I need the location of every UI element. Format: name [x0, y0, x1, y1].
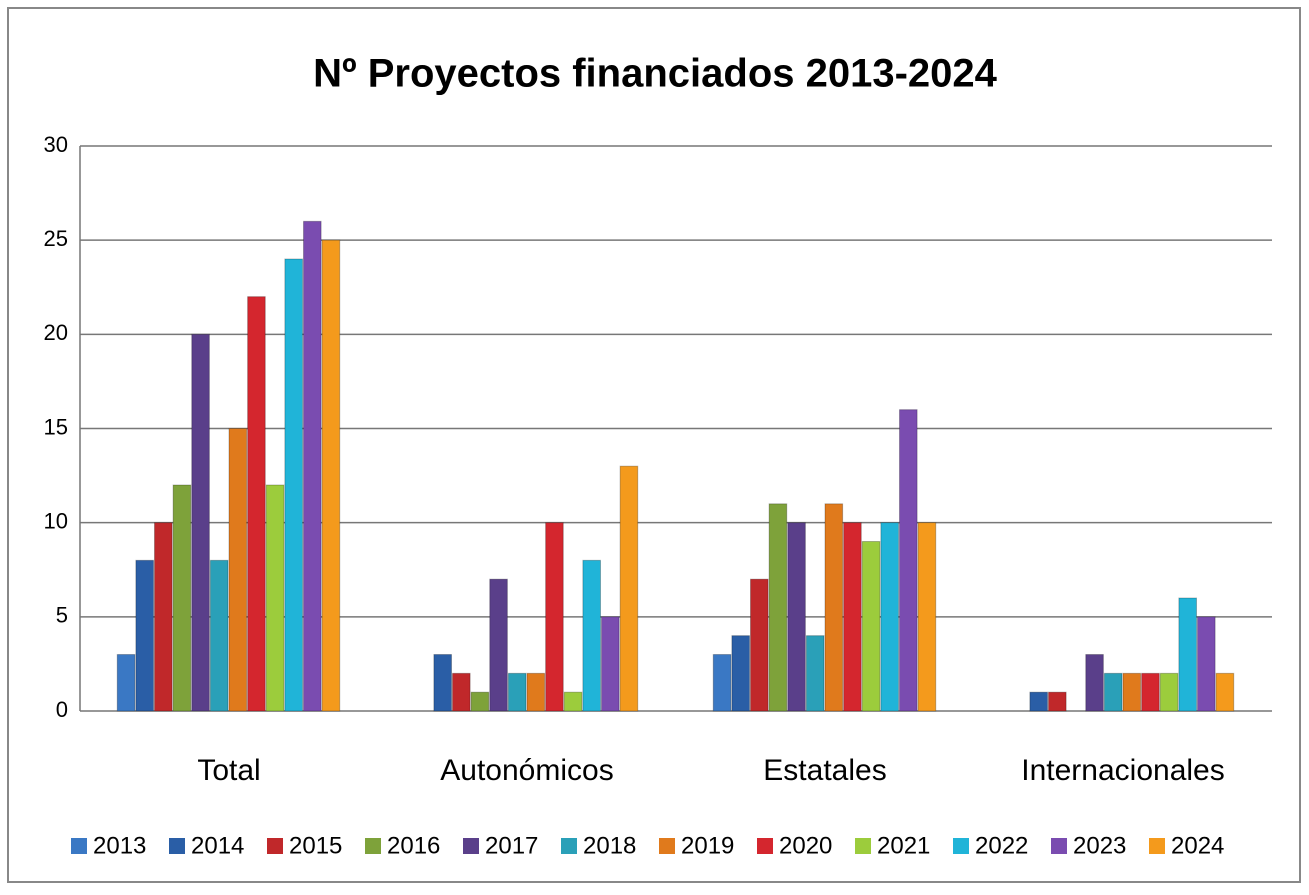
legend-label: 2020	[779, 832, 832, 859]
legend-swatch	[1051, 838, 1067, 854]
bar	[303, 220, 322, 712]
bar	[135, 559, 154, 712]
legend-label: 2014	[191, 832, 244, 859]
bar	[247, 296, 266, 712]
bar	[731, 635, 750, 712]
legend-label: 2024	[1171, 832, 1224, 859]
bar	[545, 522, 564, 712]
bar	[1178, 597, 1197, 712]
bar	[582, 559, 601, 712]
bar	[750, 578, 769, 712]
bar	[452, 672, 471, 712]
legend-label: 2019	[681, 832, 734, 859]
chart-border	[7, 7, 1301, 883]
y-tick-label: 25	[44, 226, 68, 251]
bar	[787, 522, 806, 712]
legend-label: 2016	[387, 832, 440, 859]
bar	[265, 484, 285, 712]
legend-swatch	[855, 838, 871, 854]
bar	[1048, 691, 1067, 712]
x-tick-label: Estatales	[763, 754, 886, 787]
legend-label: 2015	[289, 832, 342, 859]
bar	[917, 522, 937, 712]
chart-title: Nº Proyectos financiados 2013-2024	[313, 52, 998, 96]
legend-swatch	[561, 838, 577, 854]
bar	[1103, 672, 1123, 712]
legend-label: 2023	[1073, 832, 1126, 859]
bar	[1029, 691, 1048, 712]
bar	[880, 522, 899, 712]
legend-swatch	[659, 838, 675, 854]
bar	[172, 484, 192, 712]
legend-swatch	[953, 838, 969, 854]
bar	[191, 333, 210, 712]
legend-swatch	[267, 838, 283, 854]
legend-label: 2018	[583, 832, 636, 859]
bar	[1197, 616, 1216, 712]
bar	[116, 654, 136, 712]
y-tick-label: 0	[56, 697, 68, 722]
y-tick-label: 15	[44, 414, 68, 439]
legend-label: 2017	[485, 832, 538, 859]
bar	[1122, 672, 1142, 712]
legend-swatch	[169, 838, 185, 854]
x-tick-label: Internacionales	[1021, 754, 1224, 787]
bar	[507, 672, 527, 712]
bar	[861, 541, 881, 712]
x-tick-label: Autonómicos	[440, 754, 613, 787]
bar	[489, 578, 508, 712]
bar	[899, 409, 918, 712]
y-tick-label: 5	[56, 603, 68, 628]
legend-label: 2021	[877, 832, 930, 859]
bar	[1141, 672, 1160, 712]
legend-label: 2022	[975, 832, 1028, 859]
y-tick-label: 10	[44, 508, 68, 533]
bar	[601, 616, 620, 712]
bar	[526, 672, 546, 712]
legend-swatch	[1149, 838, 1165, 854]
bar	[563, 691, 583, 712]
bar	[843, 522, 862, 712]
bar	[284, 258, 303, 712]
bar	[433, 654, 452, 712]
bar	[321, 239, 341, 712]
y-tick-label: 20	[44, 320, 68, 345]
y-tick-label: 30	[44, 132, 68, 157]
legend-swatch	[463, 838, 479, 854]
bar	[154, 522, 173, 712]
bar	[228, 428, 248, 712]
bar	[824, 503, 844, 712]
bar	[619, 465, 639, 712]
bar	[1085, 654, 1104, 712]
legend-swatch	[365, 838, 381, 854]
bar	[768, 503, 788, 712]
x-tick-label: Total	[197, 754, 260, 787]
bar	[470, 691, 490, 712]
legend-swatch	[71, 838, 87, 854]
legend-swatch	[757, 838, 773, 854]
bar	[1215, 672, 1235, 712]
bar	[805, 635, 825, 712]
bar	[712, 654, 732, 712]
bar	[209, 559, 229, 712]
legend-label: 2013	[93, 832, 146, 859]
bar	[1159, 672, 1179, 712]
